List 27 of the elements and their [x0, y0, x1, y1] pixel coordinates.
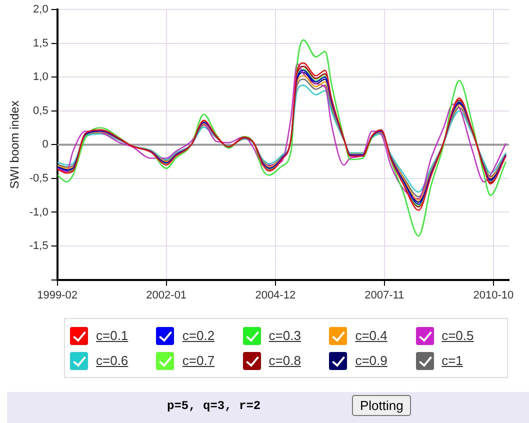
y-tick-label: 0,5 [33, 104, 48, 117]
x-tick-label: 2002-01 [146, 289, 187, 302]
text: p=5, q=3, r=2 [167, 399, 261, 413]
x-tick-label: 1999-02 [37, 289, 78, 302]
line-series [57, 39, 506, 236]
y-tick-label: -1,5 [29, 240, 48, 252]
legend-label: c=1 [442, 353, 463, 368]
y-tick-label: -0,5 [29, 172, 48, 185]
y-tick-label: 0 [42, 138, 48, 151]
x-tick-label: 2007-11 [364, 289, 404, 302]
legend-label: c=0.6 [96, 353, 128, 368]
y-tick-label: 1,5 [33, 37, 48, 50]
y-tick-label: 1,0 [33, 71, 48, 84]
legend-label: c=0.8 [268, 353, 301, 368]
legend-label: c=0.7 [182, 353, 215, 368]
legend-label: c=0.9 [355, 353, 388, 368]
x-tick-label: 2004-12 [255, 289, 296, 302]
legend-label: c=0.4 [355, 328, 388, 343]
y-tick-label: -1,0 [29, 206, 48, 218]
y-axis-title: SWI boom index [8, 100, 22, 189]
legend-label: c=0.5 [442, 328, 474, 343]
x-tick-label: 2010-10 [473, 289, 514, 302]
legend-label: c=0.2 [182, 328, 215, 343]
legend-label: c=0.3 [268, 328, 301, 343]
text: Plotting [352, 395, 412, 416]
legend-label: c=0.1 [96, 328, 128, 343]
y-tick-label: 2,0 [33, 4, 48, 16]
